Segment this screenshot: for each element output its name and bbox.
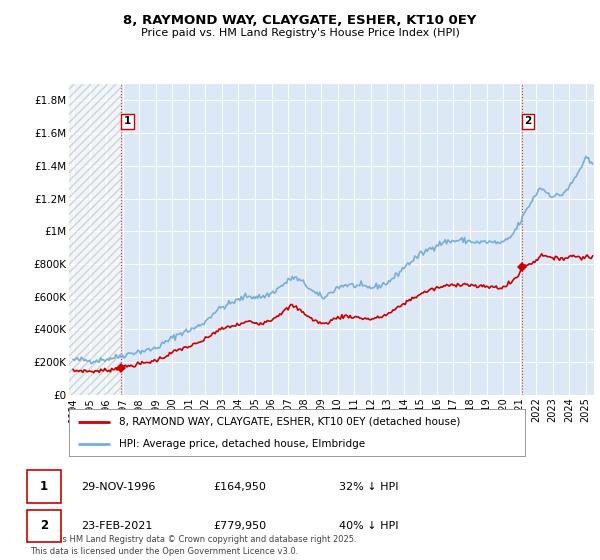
Text: £779,950: £779,950 xyxy=(213,521,266,531)
Text: 40% ↓ HPI: 40% ↓ HPI xyxy=(339,521,398,531)
Text: 23-FEB-2021: 23-FEB-2021 xyxy=(81,521,152,531)
Text: 8, RAYMOND WAY, CLAYGATE, ESHER, KT10 0EY (detached house): 8, RAYMOND WAY, CLAYGATE, ESHER, KT10 0E… xyxy=(119,417,461,427)
Text: 2: 2 xyxy=(40,519,48,533)
Text: 32% ↓ HPI: 32% ↓ HPI xyxy=(339,482,398,492)
Text: 1: 1 xyxy=(40,480,48,493)
Text: This data is licensed under the Open Government Licence v3.0.: This data is licensed under the Open Gov… xyxy=(30,547,298,556)
Text: 1: 1 xyxy=(124,116,131,127)
Text: 2: 2 xyxy=(524,116,532,127)
Text: HPI: Average price, detached house, Elmbridge: HPI: Average price, detached house, Elmb… xyxy=(119,438,365,449)
Text: 8, RAYMOND WAY, CLAYGATE, ESHER, KT10 0EY: 8, RAYMOND WAY, CLAYGATE, ESHER, KT10 0E… xyxy=(124,14,476,27)
Text: 29-NOV-1996: 29-NOV-1996 xyxy=(81,482,155,492)
Text: £164,950: £164,950 xyxy=(213,482,266,492)
Text: Price paid vs. HM Land Registry's House Price Index (HPI): Price paid vs. HM Land Registry's House … xyxy=(140,28,460,38)
Text: Contains HM Land Registry data © Crown copyright and database right 2025.: Contains HM Land Registry data © Crown c… xyxy=(30,535,356,544)
